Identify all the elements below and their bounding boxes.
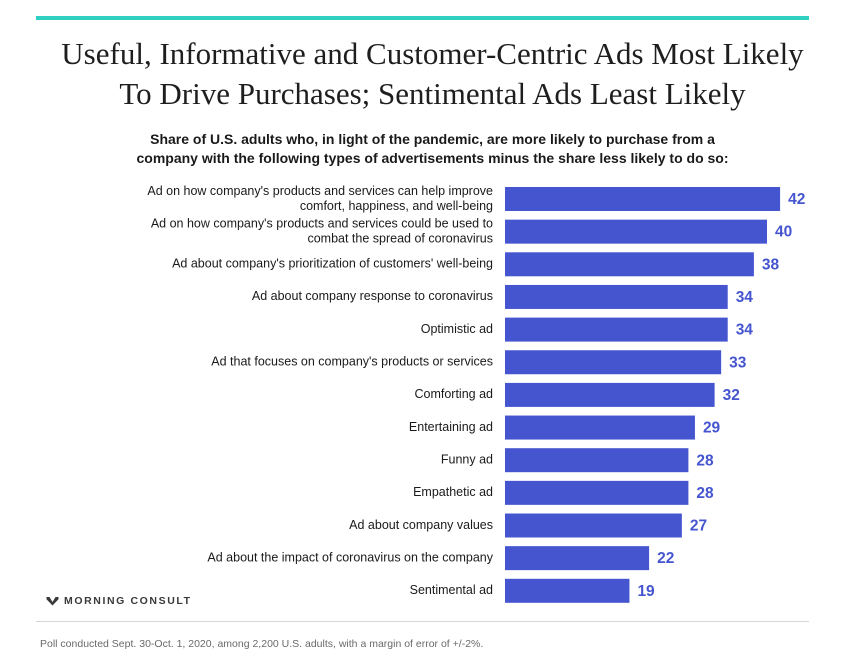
value-label-1: 40 — [775, 224, 792, 241]
bar-3 — [505, 284, 728, 309]
category-label-3: Ad about company response to coronavirus — [252, 289, 493, 303]
value-label-8: 28 — [696, 452, 714, 469]
category-label-2: Ad about company's prioritization of cus… — [172, 257, 493, 271]
bar-8 — [505, 448, 689, 473]
category-label-0-line-1: Ad on how company's products and service… — [147, 184, 493, 198]
morning-consult-logo-icon — [46, 597, 59, 606]
category-label-9: Empathetic ad — [413, 485, 493, 499]
category-label-12: Sentimental ad — [410, 583, 493, 597]
category-label-0-line-2: comfort, happiness, and well-being — [300, 199, 493, 213]
category-label-11: Ad about the impact of coronavirus on th… — [207, 550, 493, 564]
bar-11 — [505, 546, 650, 571]
category-label-10: Ad about company values — [349, 518, 493, 532]
category-label-5: Ad that focuses on company's products or… — [211, 355, 493, 369]
value-label-5: 33 — [729, 354, 747, 371]
brand-logo: MORNING CONSULT — [46, 595, 192, 607]
chart-title-line-1: Useful, Informative and Customer-Centric… — [61, 36, 804, 71]
value-label-4: 34 — [736, 322, 754, 339]
bar-9 — [505, 480, 689, 505]
value-label-3: 34 — [736, 289, 754, 306]
value-label-12: 19 — [637, 583, 655, 600]
category-label-8: Funny ad — [441, 452, 493, 466]
footnote: Poll conducted Sept. 30-Oct. 1, 2020, am… — [40, 638, 484, 650]
category-label-4: Optimistic ad — [421, 322, 493, 336]
value-label-10: 27 — [690, 518, 707, 535]
bar-7 — [505, 415, 695, 440]
value-label-11: 22 — [657, 550, 674, 567]
bar-1 — [505, 219, 767, 244]
value-label-9: 28 — [696, 485, 714, 502]
bar-0 — [505, 187, 781, 211]
bar-2 — [505, 252, 754, 277]
footer-divider — [36, 621, 809, 622]
bar-6 — [505, 382, 715, 407]
chart-subtitle-line-2: company with the following types of adve… — [136, 150, 729, 166]
category-label-1-line-1: Ad on how company's products and service… — [151, 216, 493, 230]
chart-subtitle: Share of U.S. adults who, in light of th… — [60, 130, 805, 168]
chart-title: Useful, Informative and Customer-Centric… — [20, 34, 845, 114]
value-label-6: 32 — [723, 387, 740, 404]
category-label-7: Entertaining ad — [409, 420, 493, 434]
bar-10 — [505, 513, 682, 538]
category-label-6: Comforting ad — [414, 387, 493, 401]
value-label-0: 42 — [788, 191, 805, 208]
chart-title-line-2: To Drive Purchases; Sentimental Ads Leas… — [119, 76, 746, 111]
bar-4 — [505, 317, 728, 342]
accent-bar — [36, 16, 809, 20]
brand-name: MORNING CONSULT — [64, 595, 192, 607]
bar-5 — [505, 350, 722, 375]
value-label-2: 38 — [762, 256, 780, 273]
category-label-1-line-2: combat the spread of coronavirus — [307, 231, 493, 245]
chart-subtitle-line-1: Share of U.S. adults who, in light of th… — [150, 131, 715, 147]
bar-12 — [505, 578, 630, 603]
value-label-7: 29 — [703, 420, 721, 437]
